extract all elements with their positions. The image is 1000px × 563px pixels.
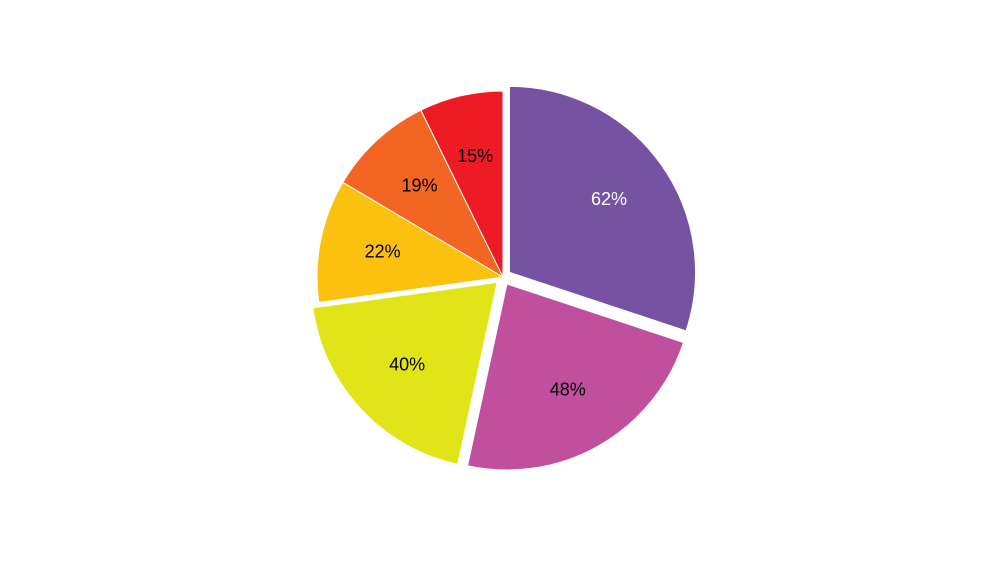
slice-label: 15% [457, 146, 493, 166]
pie-slice [420, 90, 504, 278]
pie-slice [316, 181, 505, 304]
pie-slice [342, 109, 505, 279]
pie-slice [312, 281, 498, 465]
slice-label: 40% [389, 355, 425, 375]
slice-label: 62% [591, 189, 627, 209]
slice-label: 48% [550, 379, 586, 399]
pie-slice [466, 283, 685, 471]
slice-label: 22% [365, 242, 401, 262]
pie-slice [508, 85, 696, 332]
slice-label: 19% [402, 176, 438, 196]
